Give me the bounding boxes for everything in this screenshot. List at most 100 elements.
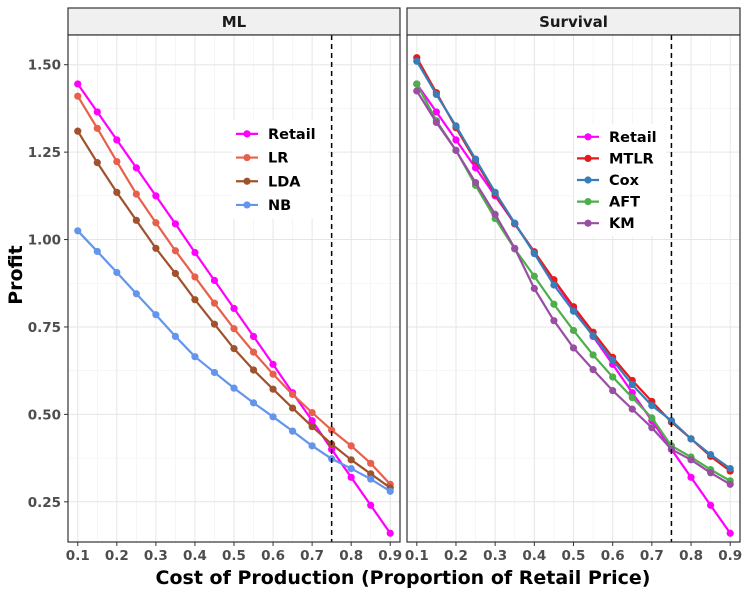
x-tick-label: 0.8 (339, 548, 363, 564)
data-point-lr (367, 459, 375, 467)
x-tick-label: 0.5 (562, 548, 586, 564)
legend-label: Retail (268, 127, 316, 143)
x-tick-label: 0.1 (66, 548, 90, 564)
data-point-lda (269, 385, 277, 393)
data-point-lr (171, 247, 180, 255)
data-point-cox (726, 464, 734, 473)
data-point-retail (74, 80, 82, 88)
data-point-lr (210, 299, 219, 307)
data-point-km (707, 469, 715, 477)
data-point-retail (347, 473, 355, 481)
x-tick-label: 0.1 (405, 548, 429, 564)
data-point-aft (589, 351, 597, 359)
data-point-cox (432, 90, 440, 99)
series-lr (74, 92, 394, 488)
data-point-lr (269, 370, 277, 378)
data-point-km (511, 244, 519, 252)
data-point-retail (432, 108, 440, 116)
data-point-retail (687, 473, 695, 481)
data-point-km (589, 366, 597, 374)
data-point-retail (452, 136, 460, 144)
legend-label: NB (268, 198, 291, 214)
facet-title: ML (222, 13, 247, 31)
data-point-cox (413, 57, 421, 65)
data-point-km (726, 480, 734, 488)
data-point-km (687, 456, 695, 464)
x-tick-label: 0.3 (144, 548, 168, 564)
y-axis-title: Profit (5, 245, 27, 305)
legend-label: LDA (268, 174, 301, 190)
data-point-lda (367, 470, 375, 478)
data-point-nb (93, 247, 101, 256)
data-point-nb (191, 353, 199, 361)
legend-item-cox: Cox (577, 173, 640, 189)
data-point-lda (288, 404, 297, 412)
data-point-lr (191, 273, 199, 281)
data-point-nb (171, 332, 180, 341)
legend-key-point (243, 177, 251, 185)
legend-item-retail: Retail (577, 130, 657, 146)
x-tick-label: 0.9 (718, 548, 742, 564)
data-point-lda (210, 320, 219, 328)
legend-item-lda: LDA (236, 174, 301, 190)
data-point-retail (210, 276, 219, 285)
data-point-cox (609, 356, 617, 364)
data-point-lr (152, 219, 160, 227)
data-point-km (491, 210, 499, 218)
y-tick-label: 1.00 (28, 233, 61, 249)
data-point-aft (648, 414, 656, 422)
data-point-cox (667, 417, 676, 425)
data-point-retail (249, 332, 258, 341)
x-tick-label: 0.7 (300, 548, 324, 564)
legend-key-point (584, 219, 592, 227)
legend-key-point (584, 133, 592, 141)
data-point-km (550, 317, 558, 325)
data-point-retail (93, 108, 101, 116)
data-point-nb (249, 399, 258, 407)
data-point-aft (609, 373, 617, 381)
data-point-lda (152, 244, 160, 252)
data-point-cox (569, 307, 578, 315)
data-point-retail (308, 417, 316, 425)
data-point-lr (113, 157, 121, 166)
y-tick-label: 0.50 (28, 407, 61, 423)
data-point-cox (471, 155, 480, 163)
data-point-lr (249, 348, 258, 356)
data-point-retail (367, 501, 375, 509)
data-point-km (452, 146, 460, 154)
data-point-nb (113, 268, 121, 277)
data-point-nb (230, 384, 238, 392)
data-point-km (628, 405, 636, 413)
data-point-cox (589, 332, 597, 340)
data-point-cox (511, 219, 519, 227)
data-point-km (413, 87, 421, 95)
data-point-cox (707, 450, 715, 459)
y-tick-label: 1.50 (28, 58, 61, 74)
data-point-nb (386, 487, 394, 495)
data-point-cox (628, 381, 636, 389)
data-point-cox (648, 402, 656, 410)
data-point-km (530, 284, 538, 293)
data-point-cox (687, 435, 695, 443)
facet-title: Survival (539, 13, 608, 31)
series-retail (74, 80, 394, 537)
data-point-retail (132, 164, 140, 172)
legend-label: Retail (609, 130, 657, 146)
data-point-lr (93, 124, 101, 132)
data-point-cox (491, 188, 499, 196)
data-point-lda (74, 127, 82, 135)
legend-key-point (243, 201, 251, 209)
legend-item-lr: LR (236, 151, 288, 167)
data-point-lr (328, 426, 336, 434)
data-point-km (471, 178, 480, 187)
legend-item-km: KM (577, 216, 635, 232)
series-nb (74, 227, 394, 495)
panel-survival: Survival 0.1 0.2 0.3 0.4 0.5 0.6 0.7 0.8 0.9 Retai… (405, 7, 742, 564)
x-tick-label: 0.6 (601, 548, 625, 564)
data-point-lda (249, 366, 258, 374)
data-point-lda (230, 345, 238, 353)
data-point-retail (171, 220, 180, 228)
data-point-nb (269, 413, 277, 421)
series-cox (413, 57, 734, 473)
